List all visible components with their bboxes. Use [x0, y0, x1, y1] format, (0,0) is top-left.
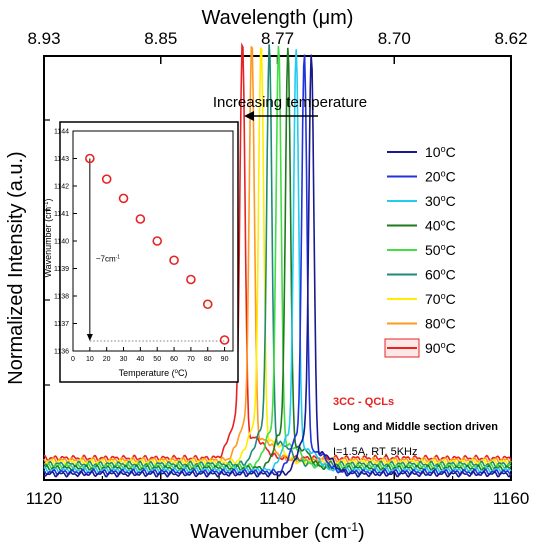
inset-x-tick-label: 90: [221, 356, 229, 363]
annotation-qcl: 3CC - QCLs: [333, 396, 394, 408]
inset-y-tick-label: 1136: [54, 349, 69, 356]
spectrum-line: [43, 44, 512, 468]
inset-x-tick-label: 30: [120, 356, 128, 363]
x-tick-label: 1130: [142, 489, 179, 508]
annotation-drive: Long and Middle section driven: [333, 421, 498, 433]
top-tick-label: 8.77: [261, 29, 294, 48]
x-tick-label: 1160: [493, 489, 530, 508]
inset-y-tick-label: 1138: [54, 294, 69, 301]
x-tick-label: 1150: [376, 489, 413, 508]
legend-label: 70oC: [425, 291, 456, 307]
inset-x-tick-label: 70: [187, 356, 195, 363]
legend-label: 10oC: [425, 144, 456, 160]
temperature-arrow-head: [244, 111, 254, 121]
legend-label: 20oC: [425, 169, 456, 185]
legend-label: 60oC: [425, 267, 456, 283]
inset-x-tick-label: 80: [204, 356, 212, 363]
inset-x-tick-label: 0: [71, 356, 75, 363]
inset-y-tick-label: 1144: [54, 129, 69, 136]
inset-data-point: [169, 255, 179, 266]
x-tick-label: 1140: [259, 489, 296, 508]
top-tick-label: 8.62: [494, 29, 527, 48]
inset-x-tick-label: 20: [103, 356, 111, 363]
inset-x-tick-label: 50: [153, 356, 161, 363]
top-tick-label: 8.85: [144, 29, 177, 48]
top-tick-label: 8.93: [27, 29, 60, 48]
annotation-increasing-temperature: Increasing temperature: [213, 94, 367, 111]
inset-y-tick-label: 1139: [54, 266, 69, 273]
inset-data-point: [85, 153, 95, 164]
inset-y-tick-label: 1143: [54, 156, 69, 163]
inset-data-point: [101, 174, 112, 184]
inset-data-point: [135, 214, 146, 224]
inset-data-point: [219, 335, 230, 345]
top-tick-label: 8.70: [378, 29, 411, 48]
inset-x-axis-title: Temperature (oC): [119, 368, 188, 378]
x-axis-title: Wavenumber (cm-1): [190, 520, 364, 543]
inset-y-axis-title: Wavenumber (cm-1): [43, 198, 53, 277]
legend-label: 30oC: [425, 193, 456, 209]
inset-x-tick-label: 10: [86, 356, 94, 363]
inset-data-point: [118, 193, 129, 204]
inset-y-tick-label: 1142: [54, 184, 69, 191]
inset-data-point: [202, 299, 213, 310]
legend-label: 90oC: [425, 340, 456, 356]
inset-y-tick-label: 1140: [54, 239, 69, 246]
legend-label: 40oC: [425, 218, 456, 234]
x-tick-label: 1120: [26, 489, 63, 508]
y-axis-title: Normalized Intensity (a.u.): [5, 151, 27, 384]
inset-y-tick-label: 1141: [54, 211, 69, 218]
inset-drop-annotation: ~7cm-1: [96, 254, 120, 263]
inset-data-point: [186, 274, 196, 285]
legend-label: 50oC: [425, 242, 456, 258]
inset-drop-arrowhead: [86, 334, 93, 341]
top-axis-title: Wavelength (μm): [202, 7, 354, 29]
inset-x-tick-label: 40: [136, 356, 144, 363]
spectrum-line: [43, 54, 512, 478]
inset-x-tick-label: 60: [170, 356, 178, 363]
inset-data-point: [152, 236, 163, 246]
inset-y-tick-label: 1137: [54, 321, 69, 328]
annotation-current: I=1.5A, RT, 5KHz: [333, 446, 417, 458]
legend-label: 80oC: [425, 316, 456, 332]
